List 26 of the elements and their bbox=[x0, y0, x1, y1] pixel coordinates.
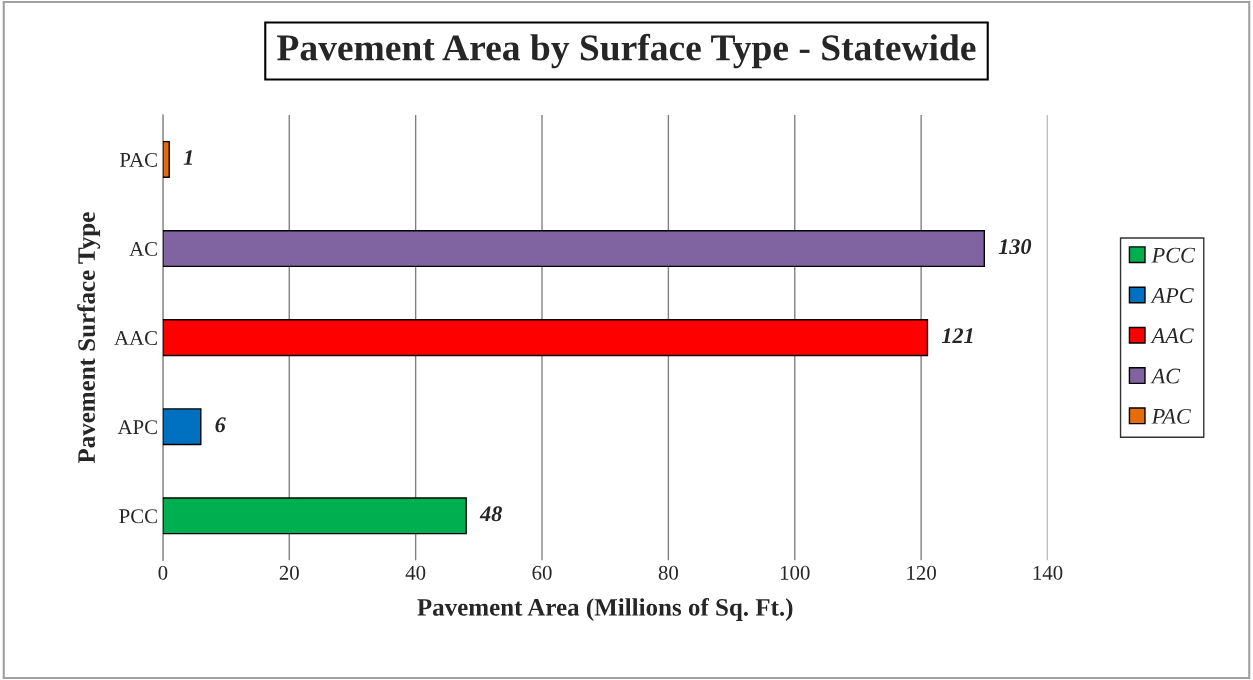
x-tick-label: 140 bbox=[1033, 565, 1063, 580]
legend-label: AAC bbox=[1150, 328, 1194, 344]
x-tick-label: 40 bbox=[405, 565, 426, 580]
legend-label: APC bbox=[1150, 288, 1194, 303]
x-tick-label: 80 bbox=[658, 565, 679, 580]
x-tick-label: 0 bbox=[158, 565, 168, 580]
data-label: 48 bbox=[479, 506, 502, 522]
data-label: 1 bbox=[183, 150, 192, 165]
legend-label: PAC bbox=[1151, 408, 1191, 424]
x-tick-label: 100 bbox=[780, 565, 810, 580]
y-tick-label: AC bbox=[129, 241, 157, 256]
x-axis-title: Pavement Area (Millions of Sq. Ft.) bbox=[417, 597, 793, 621]
y-tick-label: AAC bbox=[114, 331, 157, 346]
chart-title: Pavement Area by Surface Type - Statewide bbox=[277, 33, 976, 69]
x-tick-label: 60 bbox=[532, 565, 552, 580]
x-tick-label: 20 bbox=[279, 565, 299, 580]
y-axis-title: Pavement Surface Type bbox=[77, 212, 101, 464]
y-tick-label: PCC bbox=[119, 509, 157, 524]
legend-label: AC bbox=[1150, 368, 1181, 384]
x-tick-label: 120 bbox=[907, 565, 936, 580]
data-label: 121 bbox=[941, 328, 973, 343]
data-label: 6 bbox=[215, 417, 226, 433]
y-tick-label: APC bbox=[117, 420, 157, 435]
legend-label: PCC bbox=[1151, 247, 1196, 263]
data-label: 130 bbox=[998, 239, 1032, 255]
y-tick-label: PAC bbox=[120, 152, 157, 167]
